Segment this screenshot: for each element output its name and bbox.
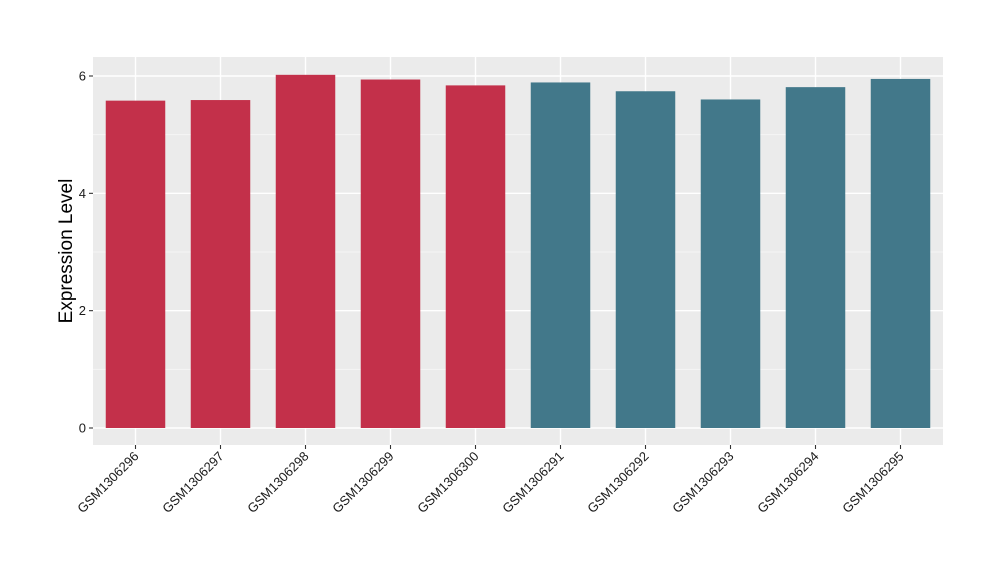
- x-tick-label: GSM1306297: [159, 449, 226, 516]
- bar-GSM1306293: [700, 99, 761, 428]
- bars: [105, 74, 931, 429]
- bar-GSM1306292: [615, 91, 676, 429]
- y-tick-label: 6: [79, 69, 86, 84]
- x-tick-label: GSM1306298: [244, 449, 311, 516]
- x-tick-label: GSM1306291: [499, 449, 566, 516]
- bar-GSM1306296: [105, 100, 166, 428]
- x-tick-label: GSM1306299: [329, 449, 396, 516]
- x-tick-label: GSM1306293: [669, 449, 736, 516]
- y-tick-label: 0: [79, 421, 86, 436]
- x-axis: GSM1306296 GSM1306297 GSM1306298 GSM1306299…: [74, 445, 907, 516]
- x-tick-label: GSM1306300: [414, 449, 481, 516]
- bar-GSM1306295: [870, 78, 931, 428]
- bar-GSM1306300: [445, 85, 506, 429]
- y-tick-label: 2: [79, 303, 86, 318]
- bar-GSM1306294: [785, 87, 846, 428]
- bar-GSM1306298: [275, 74, 336, 429]
- y-axis: 0 2 4 6: [79, 69, 93, 436]
- x-tick-label: GSM1306295: [839, 449, 906, 516]
- bar-GSM1306291: [530, 82, 591, 428]
- bar-GSM1306299: [360, 79, 421, 429]
- y-axis-title: Expression Level: [56, 179, 77, 324]
- x-tick-label: GSM1306296: [74, 449, 141, 516]
- x-tick-label: GSM1306292: [584, 449, 651, 516]
- bar-GSM1306297: [190, 100, 251, 428]
- x-tick-label: GSM1306294: [754, 449, 821, 516]
- y-tick-label: 4: [79, 186, 86, 201]
